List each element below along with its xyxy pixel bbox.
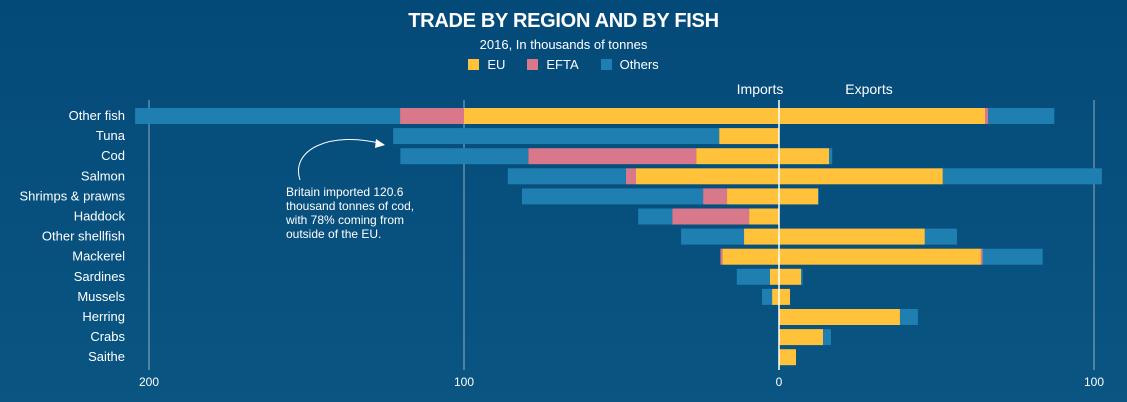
import-bar-eu <box>719 128 779 145</box>
import-bar-others <box>400 148 529 165</box>
category-label: Mackerel <box>72 249 125 264</box>
export-bar-efta <box>985 108 989 124</box>
x-tick-label: 0 <box>776 375 783 389</box>
export-bar-eu <box>779 148 830 165</box>
import-bar-others <box>736 268 770 285</box>
import-bar-efta <box>703 188 728 205</box>
exports-label: Exports <box>845 81 892 97</box>
import-bar-eu <box>727 188 779 205</box>
category-label: Mussels <box>77 289 125 304</box>
import-bar-eu <box>749 208 779 225</box>
export-bar-others <box>801 268 803 285</box>
legend: EU EFTA Others <box>0 57 1127 72</box>
import-bar-eu <box>464 108 779 124</box>
category-label: Crabs <box>90 329 125 344</box>
category-label: Other shellfish <box>42 229 125 244</box>
import-bar-others <box>393 128 720 145</box>
category-label: Haddock <box>74 209 126 224</box>
export-bar-others <box>988 108 1055 124</box>
x-tick-label: 200 <box>139 375 159 389</box>
legend-label: EFTA <box>546 57 579 72</box>
import-bar-others <box>135 108 401 124</box>
export-bar-eu <box>779 228 925 245</box>
category-label: Other fish <box>69 108 125 123</box>
export-bar-eu <box>779 309 900 325</box>
category-label: Saithe <box>88 349 125 364</box>
annotation-arrowhead <box>375 139 385 148</box>
export-bar-eu <box>779 168 943 185</box>
legend-label: Others <box>619 57 659 72</box>
legend-item-others: Others <box>600 57 659 72</box>
export-bar-eu <box>779 248 981 265</box>
x-tick-label: 100 <box>1084 375 1104 389</box>
export-bar-eu <box>779 349 797 366</box>
category-label: Shrimps & prawns <box>20 188 126 203</box>
import-bar-efta <box>528 148 697 165</box>
export-bar-eu <box>779 329 824 346</box>
export-bar-eu <box>779 268 802 285</box>
import-bar-others <box>681 228 745 245</box>
import-bar-others <box>521 188 704 205</box>
export-bar-others <box>982 248 1043 265</box>
legend-item-eu: EU <box>468 57 505 72</box>
export-bar-others <box>823 329 831 346</box>
export-bar-eu <box>779 188 819 205</box>
export-bar-eu <box>779 288 791 305</box>
chart-subtitle: 2016, In thousands of tonnes <box>479 37 648 52</box>
category-label: Sardines <box>74 269 126 284</box>
chart-title: TRADE BY REGION AND BY FISH <box>408 10 719 32</box>
category-label: Salmon <box>81 168 125 183</box>
import-bar-efta <box>720 248 723 265</box>
category-label: Tuna <box>96 128 126 143</box>
export-bar-others <box>942 168 1102 185</box>
import-bar-efta <box>625 168 636 185</box>
import-bar-others <box>507 168 626 185</box>
import-bar-eu <box>696 148 779 165</box>
import-bar-eu <box>769 268 779 285</box>
legend-swatch-efta <box>527 59 539 70</box>
legend-swatch-others <box>600 59 612 70</box>
category-label: Cod <box>101 148 125 163</box>
legend-item-efta: EFTA <box>527 57 579 72</box>
export-bar-others <box>829 148 833 165</box>
export-bar-others <box>924 228 957 245</box>
import-bar-eu <box>635 168 779 185</box>
import-bar-others <box>761 288 773 305</box>
import-bar-eu <box>722 248 779 265</box>
annotation-arrow <box>298 139 384 181</box>
legend-label: EU <box>487 57 506 72</box>
import-bar-eu <box>744 228 779 245</box>
x-tick-label: 100 <box>454 375 474 389</box>
legend-swatch-eu <box>468 59 480 70</box>
import-bar-efta <box>400 108 464 124</box>
category-label: Herring <box>82 309 125 324</box>
export-bar-efta <box>980 248 983 265</box>
export-bar-others <box>818 188 820 205</box>
export-bar-others <box>899 309 918 325</box>
imports-label: Imports <box>737 81 784 97</box>
import-bar-others <box>638 208 673 225</box>
import-bar-eu <box>772 288 779 305</box>
export-bar-eu <box>779 108 986 124</box>
annotation-text: Britain imported 120.6 thousand tonnes o… <box>286 185 415 241</box>
import-bar-efta <box>672 208 750 225</box>
